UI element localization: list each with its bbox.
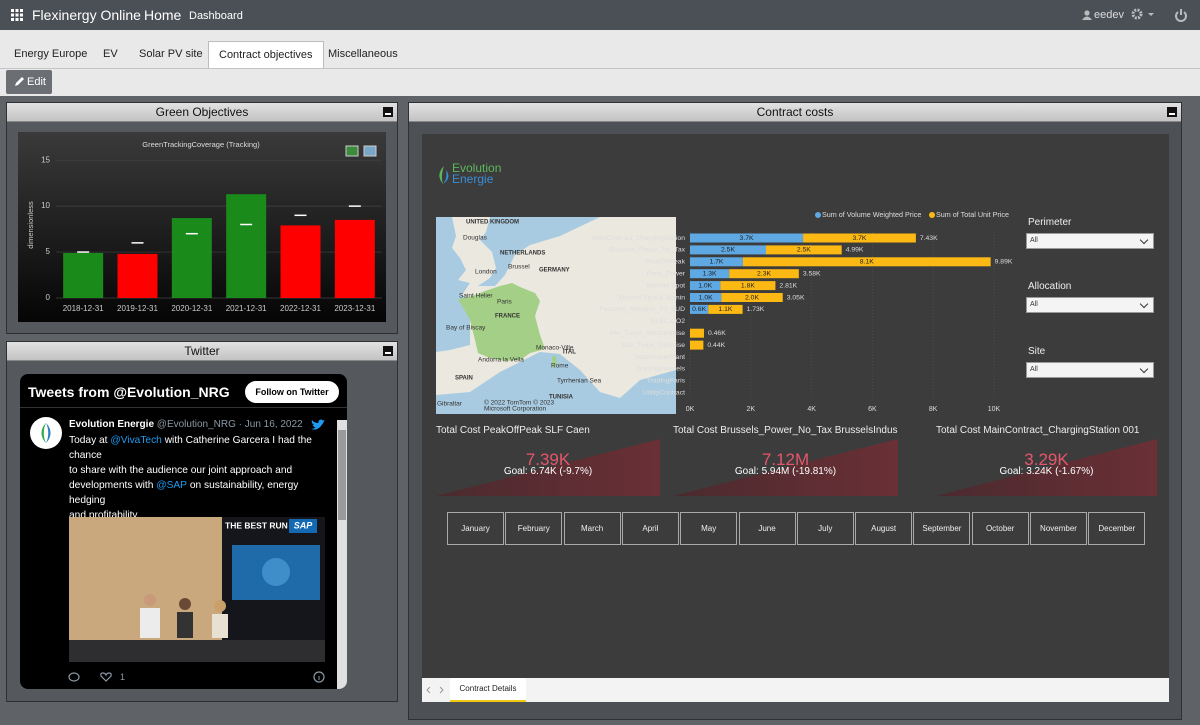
green-panel: Green Objectives bbox=[6, 102, 398, 334]
kpi-card: Total Cost Brussels_Power_No_Tax Brussel… bbox=[673, 425, 898, 496]
minimize-button[interactable] bbox=[1167, 107, 1177, 117]
kpi-value: 7.39K bbox=[525, 450, 571, 469]
month-button[interactable]: April bbox=[621, 512, 679, 545]
slicer-dropdown[interactable]: All bbox=[1026, 362, 1154, 378]
month-button[interactable]: November bbox=[1030, 512, 1087, 545]
panel-header: Green Objectives bbox=[7, 103, 397, 122]
tweet-line: and profitability. bbox=[69, 508, 334, 523]
follow-button[interactable]: Follow on Twitter bbox=[245, 381, 339, 403]
hashtag[interactable]: #greentoken bbox=[142, 536, 199, 547]
kpi-card: Total Cost MainContract_ChargingStation … bbox=[936, 425, 1157, 496]
tweet-line: developments with @SAP on sustainability, … bbox=[69, 478, 334, 508]
tab[interactable]: Miscellaneous bbox=[328, 48, 398, 60]
tweet-segment: and profitability. bbox=[69, 510, 140, 521]
kpi-goal: Goal: 3.24K (-1.67%) bbox=[999, 466, 1094, 477]
slicer-dropdown[interactable]: All bbox=[1026, 297, 1154, 313]
settings-icon[interactable] bbox=[1131, 8, 1155, 22]
month-button[interactable]: July bbox=[796, 512, 854, 545]
page-tab-bar: Contract Details bbox=[422, 678, 1169, 702]
slicer-label: Allocation bbox=[1028, 281, 1072, 292]
tweet-segment: developments with bbox=[69, 480, 154, 491]
tab[interactable]: Solar PV site bbox=[139, 48, 203, 60]
tweet-segment: on sustainability, energy hedging bbox=[69, 480, 299, 506]
scrollbar[interactable] bbox=[337, 420, 347, 689]
kpi-title: Total Cost PeakOffPeak SLF Caen bbox=[436, 425, 590, 436]
apps-icon[interactable] bbox=[11, 9, 23, 21]
month-button[interactable]: May bbox=[680, 512, 738, 545]
month-button[interactable]: June bbox=[738, 512, 796, 545]
kpi-title: Total Cost MainContract_ChargingStation … bbox=[936, 425, 1140, 436]
kpi-goal: Goal: 5.94M (-19.81%) bbox=[734, 466, 837, 477]
minimize-button[interactable] bbox=[383, 346, 393, 356]
scroll-thumb[interactable] bbox=[338, 430, 346, 520]
tab[interactable]: Energy Europe bbox=[14, 48, 88, 60]
tab-strip bbox=[0, 30, 1200, 96]
page-name[interactable]: Dashboard bbox=[189, 10, 243, 22]
minimize-button[interactable] bbox=[383, 107, 393, 117]
kpi-value: 7.12M bbox=[761, 450, 810, 469]
page-arrows[interactable] bbox=[426, 686, 444, 694]
hashtag[interactable]: #energy bbox=[201, 536, 239, 547]
tweet-segment[interactable]: @SAP bbox=[156, 480, 187, 491]
kpi-goal: Goal: 6.74K (-9.7%) bbox=[503, 466, 593, 477]
kpi-value: 3.29K bbox=[1024, 450, 1069, 469]
hashtag[interactable]: #decarbonation bbox=[69, 536, 140, 547]
tweet-actions bbox=[68, 671, 325, 683]
tweet-text: Today at @VivaTech with Catherine Garcera … bbox=[69, 433, 334, 549]
panel-title: Green Objectives bbox=[155, 105, 249, 119]
edit-button[interactable]: Edit bbox=[6, 70, 52, 94]
logo-text: Evolution bbox=[452, 161, 502, 175]
slicer-dropdown[interactable]: All bbox=[1026, 233, 1154, 249]
slicer-label: Site bbox=[1028, 346, 1046, 357]
tweet-meta: @Evolution_NRG · Jun 16, 2022 bbox=[156, 419, 303, 430]
month-button[interactable]: March bbox=[563, 512, 621, 545]
panel-header: Twitter bbox=[7, 342, 397, 361]
panel-title: Twitter bbox=[184, 344, 220, 358]
tweet-line: Today at @VivaTech with Catherine Garcera … bbox=[69, 433, 334, 463]
month-button[interactable]: December bbox=[1088, 512, 1146, 545]
tweet-line: to share with the audience our joint app… bbox=[69, 463, 334, 478]
tweet-tags: #decarbonation #greentoken #energy bbox=[69, 534, 334, 549]
panel-header: Contract costs bbox=[409, 103, 1181, 122]
home-link[interactable]: Home bbox=[144, 7, 182, 23]
tab-line bbox=[0, 68, 1200, 69]
top-bar: Flexinergy Online Home Dashboard eedev bbox=[0, 0, 1200, 30]
slicer-label: Perimeter bbox=[1028, 217, 1072, 228]
tweet-segment: to share with the audience our joint app… bbox=[69, 465, 293, 476]
kpi-title: Total Cost Brussels_Power_No_Tax Brussel… bbox=[673, 425, 898, 436]
twitter-bird[interactable] bbox=[311, 419, 325, 431]
month-button[interactable]: August bbox=[855, 512, 913, 545]
month-button[interactable]: September bbox=[913, 512, 971, 545]
tab[interactable]: Contract objectives bbox=[208, 41, 324, 68]
tweet-segment: with Catherine Garcera I had the chance bbox=[69, 435, 312, 461]
logo-text: Energie bbox=[452, 172, 494, 186]
user-icon bbox=[1082, 10, 1092, 20]
twitter-widget: Tweets from @Evolution_NRG Follow on Twi… bbox=[20, 374, 347, 689]
power-icon[interactable] bbox=[1174, 8, 1188, 22]
tab[interactable]: EV bbox=[103, 48, 118, 60]
like-count: 1 bbox=[120, 672, 126, 682]
panel-title: Contract costs bbox=[756, 105, 834, 119]
kpi-card: Total Cost PeakOffPeak SLF Caen 7.39K Goal… bbox=[436, 425, 660, 496]
app-name[interactable]: Flexinergy Online bbox=[32, 7, 141, 23]
month-button[interactable]: October bbox=[971, 512, 1029, 545]
edit-label[interactable]: Edit bbox=[27, 76, 46, 88]
separator bbox=[20, 407, 347, 408]
month-button[interactable]: January bbox=[447, 512, 504, 545]
author[interactable]: Evolution Energie bbox=[69, 419, 155, 430]
month-button[interactable]: February bbox=[505, 512, 563, 545]
tweet-segment[interactable]: @VivaTech bbox=[110, 435, 162, 446]
twitter-heading: Tweets from @Evolution_NRG bbox=[28, 384, 230, 400]
pencil-icon bbox=[15, 77, 24, 86]
page-tab[interactable]: Contract Details bbox=[450, 678, 526, 702]
user-name[interactable]: eedev bbox=[1094, 9, 1124, 21]
tweet-header: Evolution Energie @Evolution_NRG · Jun 1… bbox=[69, 419, 303, 430]
avatar bbox=[30, 417, 62, 449]
tweet-segment: Today at bbox=[69, 435, 108, 446]
